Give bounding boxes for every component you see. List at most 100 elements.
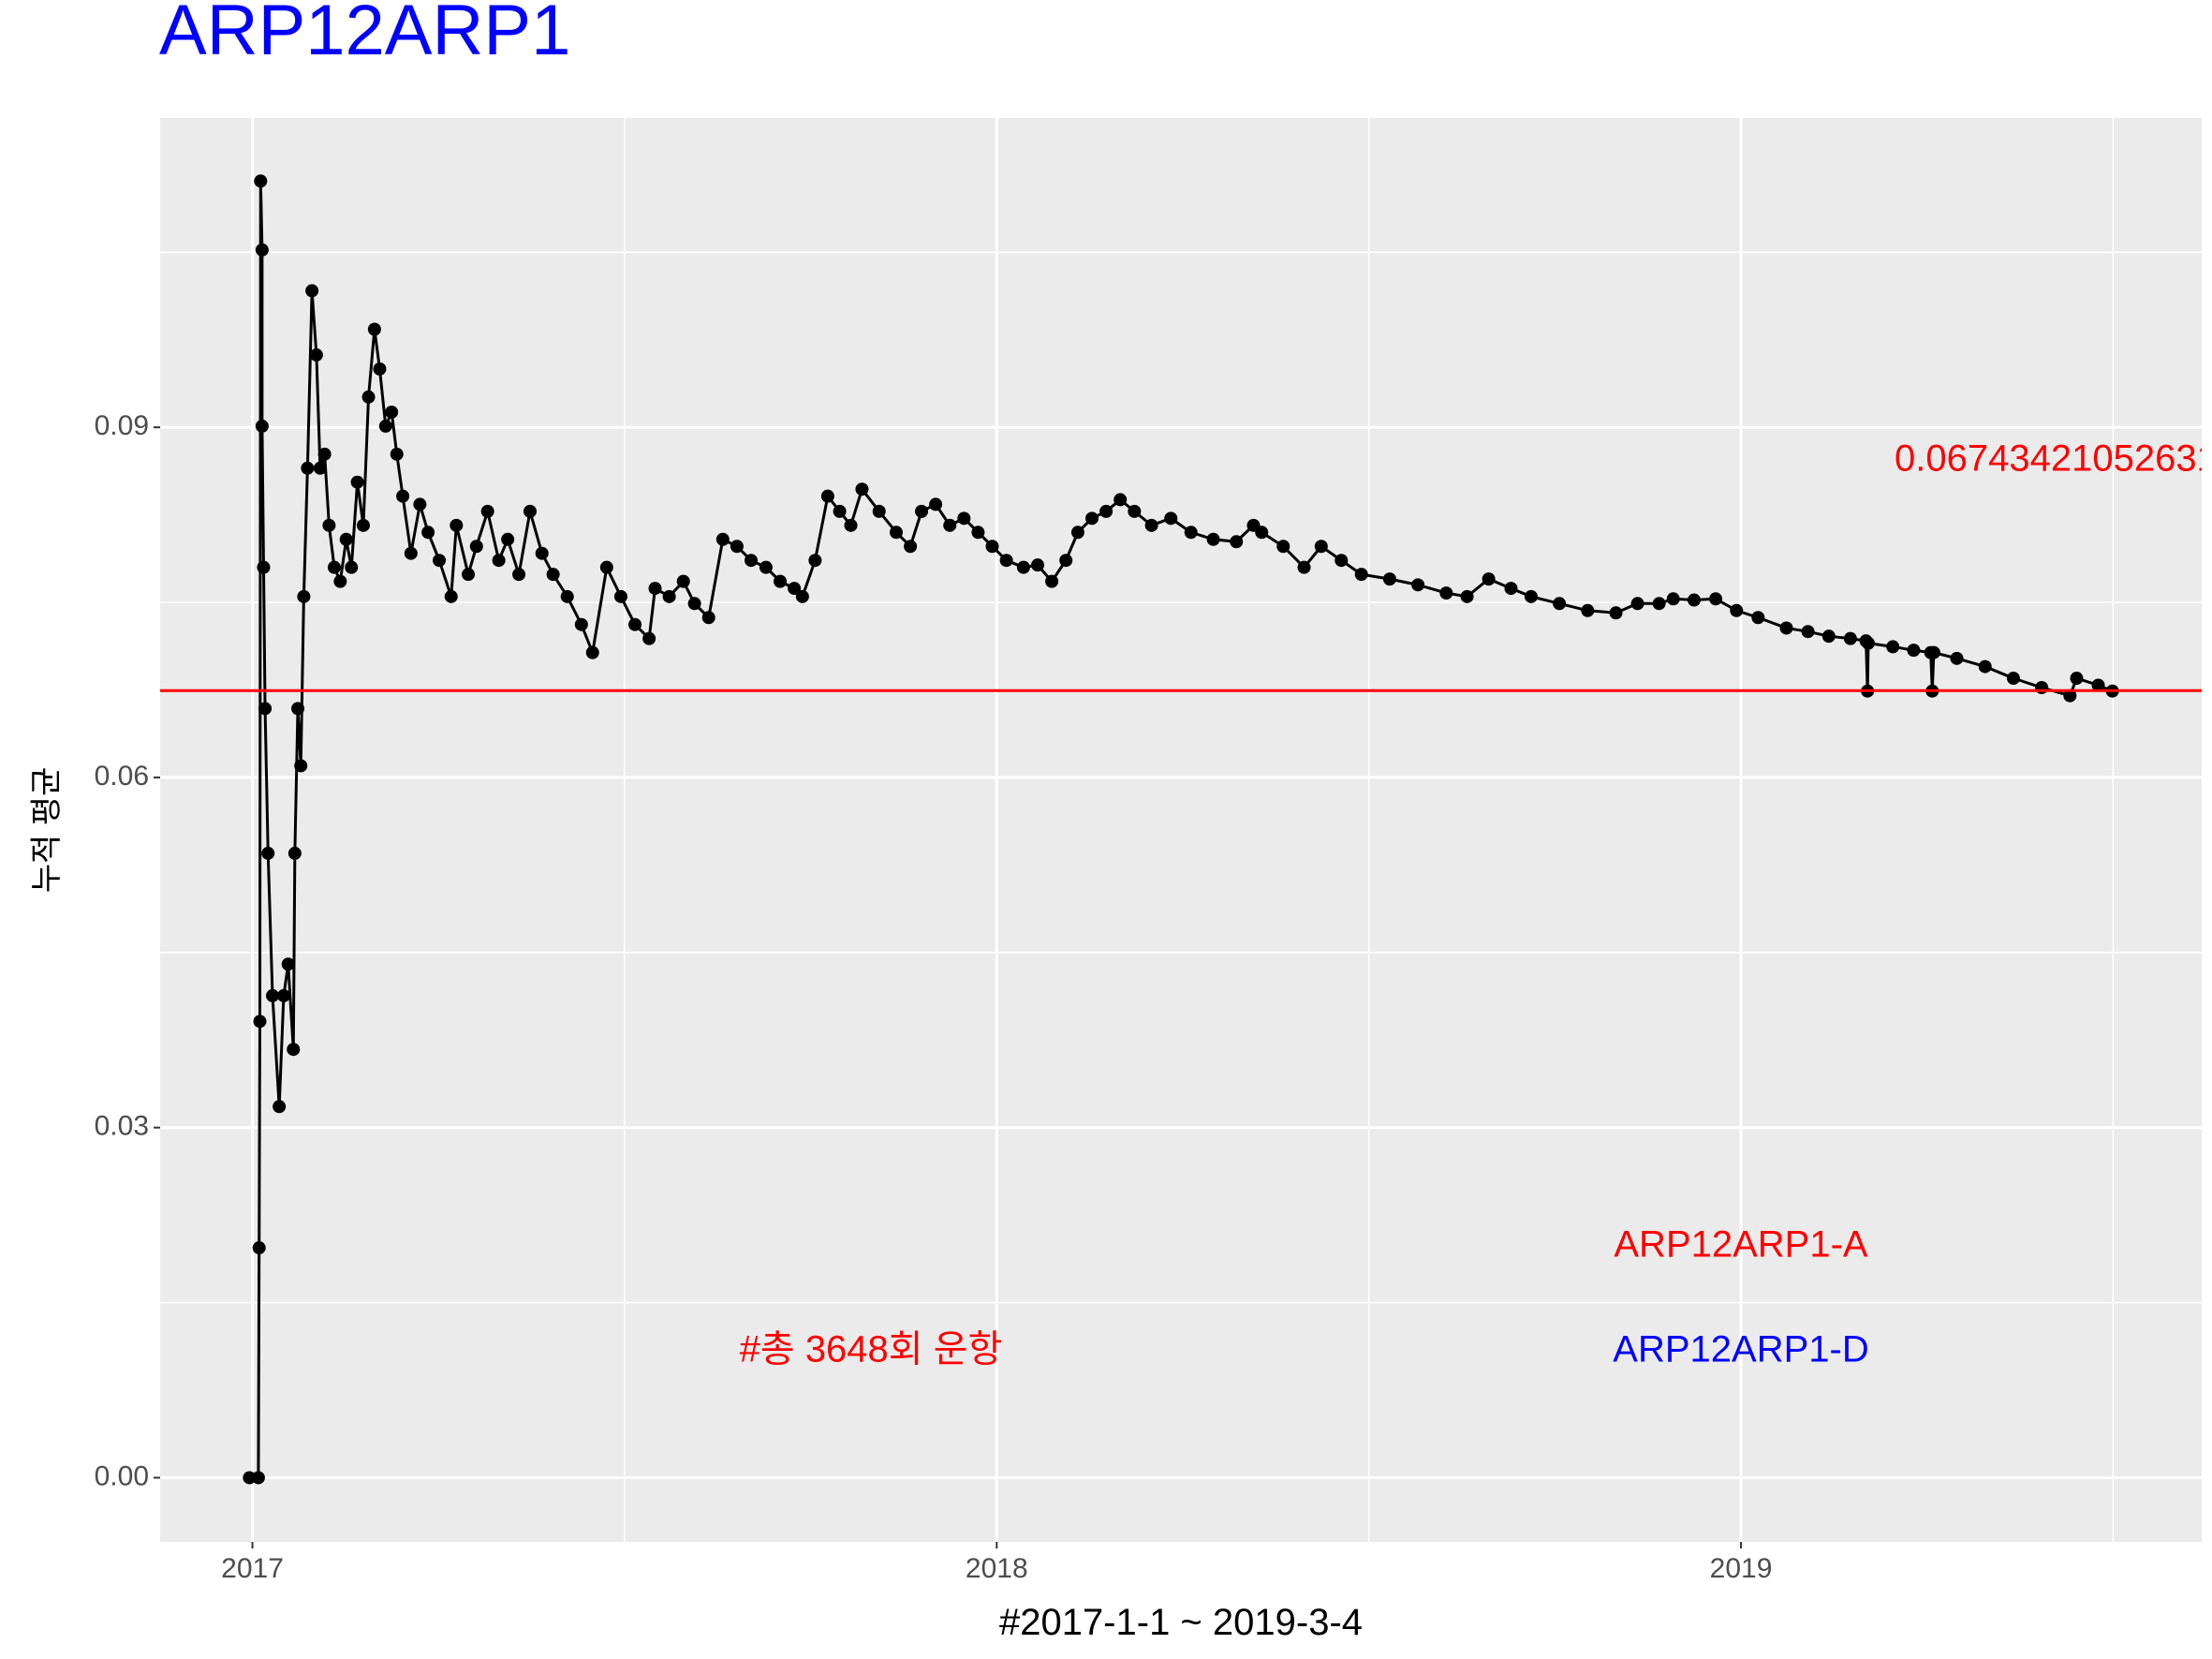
point xyxy=(261,846,275,860)
point xyxy=(1184,526,1198,540)
point xyxy=(297,589,311,603)
point xyxy=(1045,574,1059,588)
point xyxy=(1059,554,1073,568)
point xyxy=(808,554,822,568)
point xyxy=(361,390,376,404)
point xyxy=(1128,504,1142,518)
y-tick-label: 0.00 xyxy=(95,1460,149,1491)
y-tick-label: 0.03 xyxy=(95,1111,149,1142)
plot-area: 0.0674342105263158 xyxy=(160,174,2212,1485)
point xyxy=(2006,672,2020,686)
point xyxy=(890,526,904,540)
point xyxy=(1031,558,1045,572)
point xyxy=(855,482,869,496)
point xyxy=(2070,672,2084,686)
point xyxy=(915,504,929,518)
point xyxy=(1504,582,1518,596)
point xyxy=(276,988,290,1002)
point xyxy=(1411,578,1425,592)
point xyxy=(833,504,847,518)
point xyxy=(701,611,715,625)
point xyxy=(1666,592,1680,606)
point xyxy=(404,546,418,560)
x-axis-label: #2017-1-1 ~ 2019-3-4 xyxy=(999,1602,1363,1643)
point xyxy=(301,461,315,475)
annotation: ARP12ARP1-A xyxy=(1614,1224,1868,1266)
point xyxy=(1886,640,1900,654)
point xyxy=(2091,678,2105,692)
point xyxy=(1460,589,1474,603)
point xyxy=(546,568,560,582)
point xyxy=(1821,630,1836,644)
point xyxy=(820,489,834,503)
point xyxy=(327,560,341,574)
point xyxy=(1926,645,1940,659)
point xyxy=(480,504,494,518)
point xyxy=(795,589,809,603)
point xyxy=(985,540,999,554)
point xyxy=(413,497,427,511)
point xyxy=(1751,611,1765,625)
point xyxy=(1085,511,1099,526)
point xyxy=(788,582,802,596)
point xyxy=(759,560,773,574)
point xyxy=(390,447,404,461)
point xyxy=(1709,592,1723,606)
point xyxy=(560,589,574,603)
mean-label: 0.0674342105263158 xyxy=(1895,438,2212,480)
point xyxy=(469,540,483,554)
axes: 0.00 0.03 0.06 0.09 2017 2018 2019 xyxy=(95,410,1773,1584)
point xyxy=(585,645,599,659)
point xyxy=(294,759,308,773)
point xyxy=(273,1100,287,1114)
point xyxy=(1276,540,1290,554)
point xyxy=(1482,572,1496,586)
point xyxy=(1730,603,1744,617)
point xyxy=(1907,644,1921,658)
point xyxy=(252,1241,266,1255)
point xyxy=(1382,572,1396,586)
x-tick-label: 2017 xyxy=(221,1553,284,1584)
point xyxy=(943,518,957,532)
point xyxy=(1861,636,1875,650)
point xyxy=(258,702,273,716)
point xyxy=(339,532,353,546)
point xyxy=(492,554,506,568)
point xyxy=(1630,597,1644,611)
point xyxy=(715,532,730,546)
point xyxy=(444,589,458,603)
point xyxy=(501,532,515,546)
point xyxy=(251,1471,265,1485)
point xyxy=(257,560,271,574)
point xyxy=(904,540,918,554)
point xyxy=(613,589,627,603)
point xyxy=(599,560,613,574)
point xyxy=(288,846,302,860)
point xyxy=(774,574,788,588)
point xyxy=(574,617,588,631)
point xyxy=(1779,621,1793,635)
point xyxy=(957,511,971,526)
point xyxy=(345,560,359,574)
point xyxy=(929,497,943,511)
point xyxy=(333,574,347,588)
point xyxy=(253,1015,267,1029)
point xyxy=(628,617,642,631)
point xyxy=(291,702,305,716)
grid xyxy=(160,118,2202,1542)
point xyxy=(1255,526,1269,540)
point xyxy=(730,540,744,554)
point xyxy=(1016,560,1030,574)
point xyxy=(421,526,435,540)
point xyxy=(648,582,662,596)
point xyxy=(745,554,759,568)
point xyxy=(1843,631,1857,645)
point xyxy=(305,284,319,298)
y-axis-label: 누적 평균 xyxy=(29,767,65,894)
annotation: #총 3648회 운항 xyxy=(740,1329,1003,1370)
point xyxy=(642,631,656,645)
point xyxy=(396,489,410,503)
point xyxy=(255,243,269,257)
point xyxy=(676,574,690,588)
